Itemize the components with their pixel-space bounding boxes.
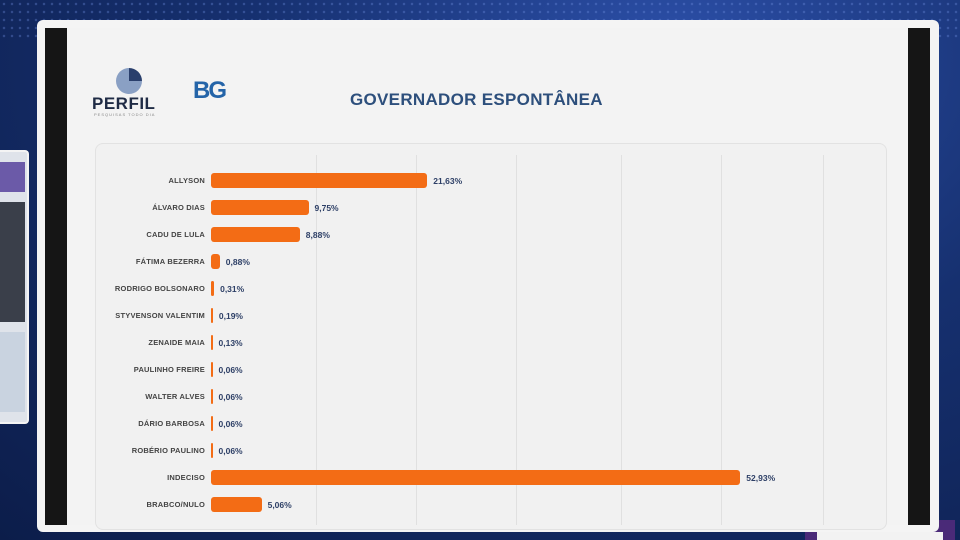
category-label: CADU DE LULA — [146, 229, 205, 239]
bar — [211, 416, 213, 431]
chart-title: GOVERNADOR ESPONTÂNEA — [350, 90, 603, 109]
gridline — [516, 155, 517, 525]
gridline — [721, 155, 722, 525]
perfil-logo-icon — [116, 68, 142, 94]
gridline — [316, 155, 317, 525]
category-label: STYVENSON VALENTIM — [115, 310, 205, 320]
bar — [211, 497, 262, 512]
category-label: ROBÉRIO PAULINO — [131, 445, 205, 455]
side-video-thumbnail — [0, 150, 29, 424]
data-label: 0,31% — [220, 283, 245, 294]
bar — [211, 389, 213, 404]
category-label: INDECISO — [167, 472, 205, 482]
bar — [211, 443, 213, 458]
bar — [211, 173, 428, 188]
data-label: 0,06% — [218, 364, 243, 375]
bar — [211, 470, 741, 485]
bar — [211, 335, 213, 350]
bg-logo: BG — [193, 77, 227, 104]
data-label: 0,06% — [218, 391, 243, 402]
bar — [211, 308, 213, 323]
category-label: WALTER ALVES — [145, 391, 205, 401]
gridline — [823, 155, 824, 525]
bar — [211, 362, 213, 377]
data-label: 9,75% — [314, 202, 339, 213]
data-label: 21,63% — [433, 175, 463, 186]
data-label: 0,13% — [218, 337, 243, 348]
category-label: ZENAIDE MAIA — [148, 337, 205, 347]
category-label: ALLYSON — [168, 175, 205, 185]
category-label: ÁLVARO DIAS — [152, 202, 205, 212]
bar — [211, 227, 300, 242]
data-label: 8,88% — [305, 229, 330, 240]
pillarbox-right — [908, 28, 930, 525]
gridline — [621, 155, 622, 525]
data-label: 52,93% — [746, 472, 776, 483]
category-label: DÁRIO BARBOSA — [138, 418, 205, 428]
category-label: BRABCO/NULO — [146, 499, 205, 509]
category-label: FÁTIMA BEZERRA — [135, 256, 205, 266]
perfil-logo: PERFIL PESQUISAS TODO DIA — [92, 68, 172, 118]
data-label: 0,88% — [225, 256, 250, 267]
data-label: 0,19% — [218, 310, 243, 321]
data-label: 0,06% — [218, 445, 243, 456]
perfil-logo-text: PERFIL — [92, 94, 156, 113]
category-label: PAULINHO FREIRE — [133, 364, 205, 374]
pillarbox-left — [45, 28, 67, 525]
bar — [211, 254, 220, 269]
data-label: 0,06% — [218, 418, 243, 429]
bar — [211, 200, 309, 215]
perfil-logo-tagline: PESQUISAS TODO DIA — [94, 112, 156, 117]
category-label: RODRIGO BOLSONARO — [114, 283, 205, 293]
bar — [211, 281, 215, 296]
gridline — [416, 155, 417, 525]
data-label: 5,06% — [267, 499, 292, 510]
